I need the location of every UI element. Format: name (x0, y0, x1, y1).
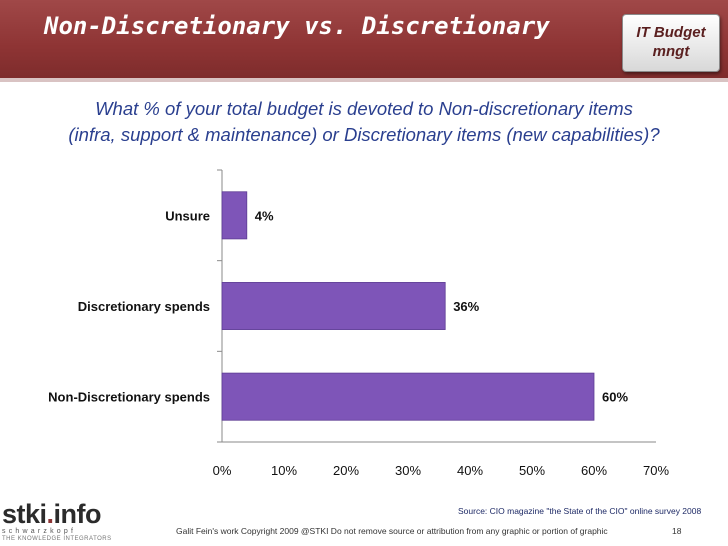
x-tick-label: 10% (271, 463, 297, 478)
bar (221, 282, 446, 330)
budget-bar-chart: Unsure 4% Discretionary spends 36% Non-Discr… (48, 169, 669, 478)
topic-badge: IT Budget mngt (622, 14, 720, 72)
logo-tagline: THE KNOWLEDGE INTEGRATORS (2, 536, 112, 542)
bar (221, 372, 595, 421)
source-note: Source: CIO magazine "the State of the C… (458, 506, 702, 516)
x-tick-label: 40% (457, 463, 483, 478)
x-tick-label: 60% (581, 463, 607, 478)
stki-logo: stki.info schwarzkopf THE KNOWLEDGE INTE… (2, 500, 132, 544)
x-tick-label: 70% (643, 463, 669, 478)
slide-title: Non-Discretionary vs. Discretionary (44, 12, 550, 40)
logo-dot: . (46, 499, 55, 529)
data-label: 4% (255, 208, 274, 223)
category-label: Discretionary spends (78, 299, 210, 314)
header-divider (0, 78, 728, 82)
logo-wordmark: stki.info (2, 500, 132, 528)
x-tick-label: 50% (519, 463, 545, 478)
category-label: Unsure (165, 208, 210, 223)
survey-question-line2: (infra, support & maintenance) or Discre… (68, 124, 660, 145)
topic-badge-line2: mngt (652, 43, 690, 60)
bar (221, 191, 248, 240)
logo-subline: schwarzkopf (2, 528, 77, 535)
page-number: 18 (672, 526, 682, 536)
x-tick-label: 0% (213, 463, 232, 478)
header-bar: Non-Discretionary vs. Discretionary (0, 0, 728, 78)
x-tick-label: 30% (395, 463, 421, 478)
data-label: 36% (453, 299, 479, 314)
copyright-footer: Galit Fein's work Copyright 2009 @STKI D… (176, 526, 608, 536)
survey-question-line1: What % of your total budget is devoted t… (95, 98, 633, 119)
chart-area: Unsure 4% Discretionary spends 36% Non-Discr… (6, 162, 722, 497)
category-label: Non-Discretionary spends (48, 390, 210, 405)
topic-badge-line1: IT Budget (636, 24, 706, 41)
data-label: 60% (602, 390, 628, 405)
survey-question: What % of your total budget is devoted t… (10, 96, 718, 148)
x-tick-label: 20% (333, 463, 359, 478)
logo-main-text: stki (2, 499, 47, 529)
logo-suffix-text: info (53, 499, 102, 529)
